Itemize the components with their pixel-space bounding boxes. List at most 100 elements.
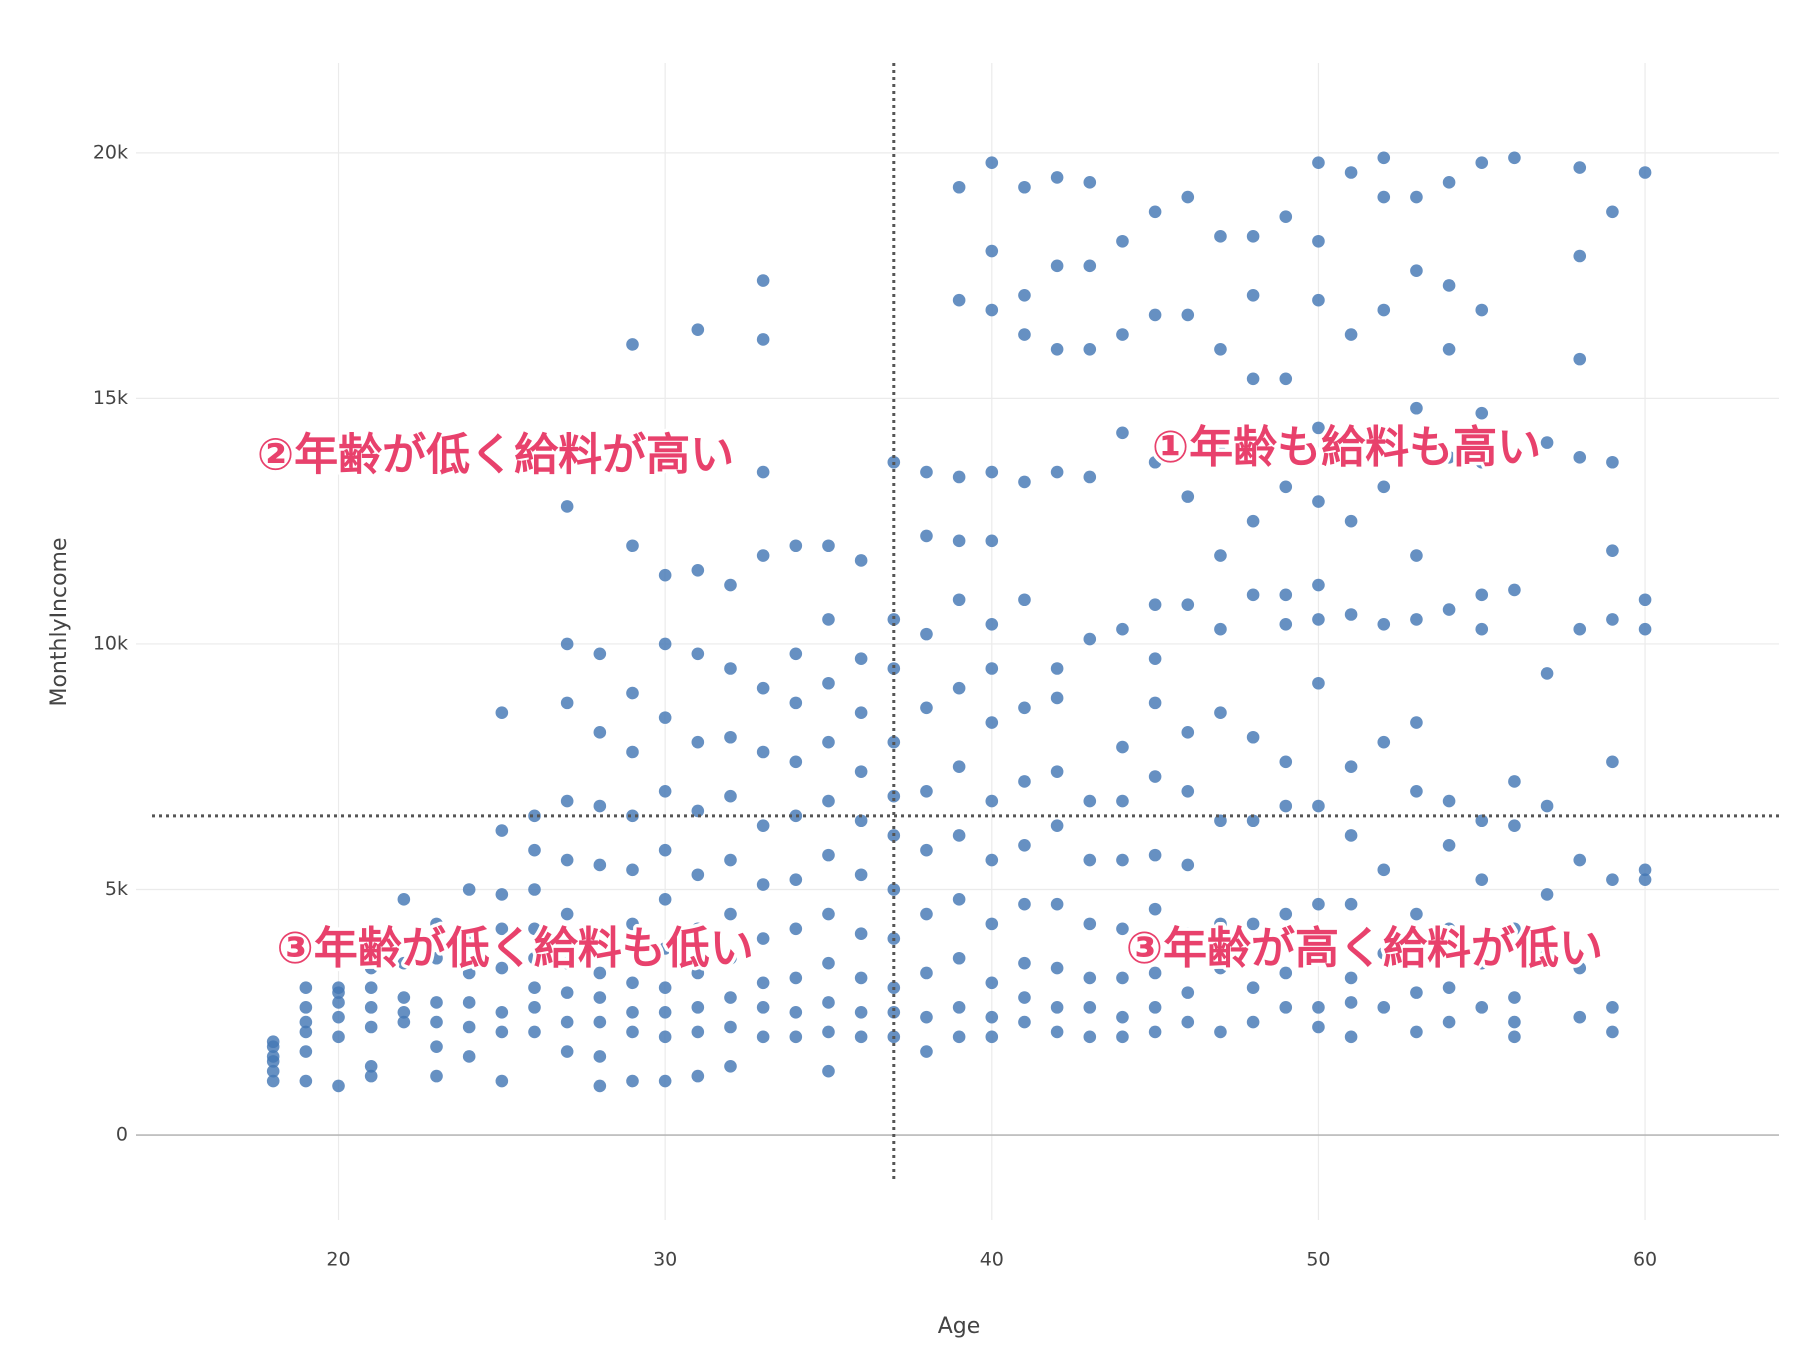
point xyxy=(1214,230,1227,243)
point xyxy=(756,1030,770,1044)
point xyxy=(985,1030,999,1044)
point xyxy=(626,1025,639,1039)
point xyxy=(495,961,509,975)
point xyxy=(1050,259,1064,273)
y-tick-label: 0 xyxy=(116,1124,128,1146)
point xyxy=(1246,917,1260,931)
point xyxy=(1018,180,1031,194)
y-tick-label: 20k xyxy=(93,141,128,163)
point xyxy=(1638,166,1652,179)
point xyxy=(1344,760,1358,774)
point xyxy=(789,539,803,553)
point xyxy=(299,1045,313,1058)
point xyxy=(495,888,509,901)
point xyxy=(952,829,966,842)
point xyxy=(952,293,966,307)
point xyxy=(1573,161,1587,174)
point xyxy=(985,1010,999,1024)
point xyxy=(1475,814,1489,828)
point xyxy=(1508,1030,1521,1044)
point xyxy=(332,1030,345,1044)
point xyxy=(985,465,999,479)
point xyxy=(1312,293,1325,307)
point xyxy=(887,613,901,626)
point xyxy=(1050,465,1064,479)
point xyxy=(822,907,835,921)
point xyxy=(1475,956,1489,970)
point xyxy=(626,976,639,990)
point xyxy=(756,274,770,287)
point xyxy=(593,726,607,739)
point xyxy=(1442,839,1456,852)
point xyxy=(528,883,541,896)
point xyxy=(1148,598,1162,611)
point xyxy=(952,593,966,607)
point xyxy=(985,662,999,675)
point xyxy=(1148,966,1162,980)
point xyxy=(1475,406,1489,420)
point xyxy=(1148,308,1162,322)
point xyxy=(1279,799,1293,813)
y-axis-title: MonthlyIncome xyxy=(47,537,72,706)
point xyxy=(1475,622,1489,636)
point xyxy=(952,534,966,548)
point xyxy=(756,976,770,990)
point xyxy=(1279,618,1293,631)
point xyxy=(626,745,639,759)
point xyxy=(1116,971,1129,985)
point xyxy=(1377,863,1391,877)
point xyxy=(299,1001,313,1014)
point xyxy=(528,1025,541,1039)
point xyxy=(1442,603,1456,616)
point xyxy=(1279,755,1293,769)
point xyxy=(887,662,901,675)
point xyxy=(1312,951,1325,965)
point xyxy=(1018,475,1031,489)
point xyxy=(1344,166,1358,179)
point xyxy=(495,1005,509,1019)
point xyxy=(495,706,509,720)
point xyxy=(1410,986,1423,999)
point xyxy=(822,1064,835,1078)
point xyxy=(1018,775,1031,788)
point xyxy=(1246,588,1260,602)
point xyxy=(1050,691,1064,705)
point xyxy=(1181,986,1195,999)
x-tick-label: 50 xyxy=(1306,1249,1330,1271)
point xyxy=(1410,401,1423,415)
point xyxy=(920,907,933,921)
point xyxy=(1050,1025,1064,1039)
point xyxy=(397,1005,411,1019)
y-tick-label: 10k xyxy=(93,632,128,654)
point xyxy=(1214,343,1227,356)
point xyxy=(1050,961,1064,975)
point xyxy=(1279,907,1293,921)
point xyxy=(1083,917,1097,931)
point xyxy=(1638,622,1652,636)
point xyxy=(332,1010,345,1024)
point xyxy=(952,1030,966,1044)
point xyxy=(691,868,705,882)
point xyxy=(1475,455,1489,469)
point xyxy=(789,647,803,661)
point xyxy=(789,922,803,936)
point xyxy=(1148,848,1162,862)
point xyxy=(528,981,541,995)
point xyxy=(789,1030,803,1044)
point xyxy=(1181,490,1195,503)
point xyxy=(1442,451,1456,464)
point xyxy=(462,996,476,1009)
point xyxy=(1116,853,1129,867)
point xyxy=(1312,799,1325,813)
point xyxy=(1246,230,1260,243)
point xyxy=(495,1074,509,1088)
point xyxy=(1442,279,1456,292)
point xyxy=(1638,593,1652,607)
point xyxy=(789,1005,803,1019)
point xyxy=(985,853,999,867)
point xyxy=(1606,1001,1619,1014)
point xyxy=(1410,549,1423,562)
point xyxy=(985,976,999,990)
point xyxy=(1442,1015,1456,1029)
point xyxy=(822,996,835,1009)
